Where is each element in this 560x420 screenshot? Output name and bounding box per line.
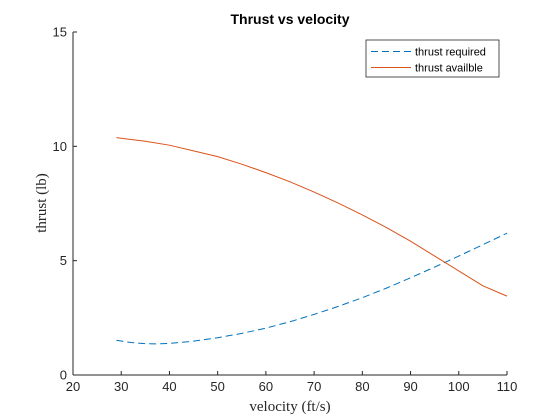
legend: thrust required thrust availble (366, 40, 499, 77)
y-tick-label: 15 (53, 25, 67, 40)
y-tick-label: 5 (60, 253, 67, 268)
x-tick-label: 20 (66, 379, 80, 394)
y-axis-label: thrust (lb) (34, 173, 50, 233)
x-tick-label: 100 (448, 379, 470, 394)
x-tick-label: 30 (114, 379, 128, 394)
chart-title: Thrust vs velocity (230, 11, 349, 27)
x-tick-label: 40 (162, 379, 176, 394)
x-axis-label: velocity (ft/s) (249, 399, 330, 415)
y-tick-label: 0 (60, 368, 67, 383)
x-tick-label: 110 (497, 379, 518, 394)
x-tick-label: 80 (355, 379, 369, 394)
x-tick-label: 60 (259, 379, 273, 394)
legend-label-thrust-required: thrust required (415, 47, 486, 59)
y-tick-label: 10 (53, 139, 67, 154)
x-tick-label: 70 (307, 379, 321, 394)
x-tick-label: 50 (210, 379, 224, 394)
plot-area (73, 32, 507, 375)
legend-label-thrust-available: thrust availble (415, 63, 483, 75)
x-tick-label: 90 (403, 379, 417, 394)
